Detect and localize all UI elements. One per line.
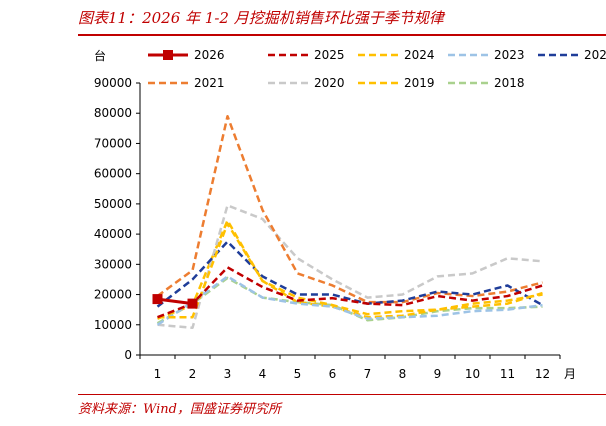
legend-item-2021: 2021 (148, 76, 225, 90)
source-note: 资料来源：Wind，国盛证券研究所 (78, 402, 281, 417)
legend-swatch-2026 (148, 50, 188, 60)
series-line-2026 (157, 297, 193, 306)
series-line-2020 (157, 204, 543, 330)
y-tick-label: 10000 (94, 318, 132, 332)
legend-label-2024: 2024 (404, 48, 435, 62)
y-tick-label: 0 (124, 348, 132, 362)
x-tick-label: 10 (465, 367, 480, 381)
y-tick-label: 40000 (94, 227, 132, 241)
series-line-2021 (156, 114, 543, 304)
x-tick-label: 5 (294, 367, 302, 381)
legend-swatch-2022 (538, 53, 578, 57)
x-axis-unit: 月 (564, 367, 576, 381)
legend-label-2018: 2018 (494, 76, 525, 90)
x-tick-label: 3 (224, 367, 232, 381)
x-tick-label: 2 (189, 367, 197, 381)
legend-swatch-2021 (148, 81, 188, 85)
source-rule (78, 394, 606, 395)
legend-label-2025: 2025 (314, 48, 345, 62)
data-point-2026-1 (152, 294, 163, 305)
x-tick-label: 8 (399, 367, 407, 381)
y-tick-label: 80000 (94, 106, 132, 120)
x-tick-label: 6 (329, 367, 337, 381)
x-tick-label: 7 (364, 367, 372, 381)
legend-item-2023: 2023 (448, 48, 525, 62)
legend-label-2020: 2020 (314, 76, 345, 90)
legend-item-2019: 2019 (358, 76, 435, 90)
legend-label-2023: 2023 (494, 48, 525, 62)
legend-swatch-2023 (448, 53, 488, 57)
y-tick-label: 70000 (94, 136, 132, 150)
legend-label-2019: 2019 (404, 76, 435, 90)
legend-swatch-2020 (268, 81, 308, 85)
legend-swatch-2025 (268, 53, 308, 57)
legend-label-2021: 2021 (194, 76, 225, 90)
legend-item-2018: 2018 (448, 76, 525, 90)
y-tick-label: 50000 (94, 197, 132, 211)
y-tick-label: 30000 (94, 257, 132, 271)
legend-swatch-2024 (358, 53, 398, 57)
title-rule (78, 34, 606, 36)
series-line-2024 (157, 222, 543, 319)
series-line-2022 (156, 240, 544, 308)
legend-item-2020: 2020 (268, 76, 345, 90)
legend-swatch-2018 (448, 81, 488, 85)
legend-item-2025: 2025 (268, 48, 345, 62)
x-tick-label: 4 (259, 367, 267, 381)
data-point-2026-2 (187, 298, 198, 309)
x-tick-label: 1 (154, 367, 162, 381)
legend-item-2024: 2024 (358, 48, 435, 62)
y-axis-unit: 台 (94, 48, 106, 63)
x-tick-label: 12 (535, 367, 550, 381)
y-tick-label: 20000 (94, 288, 132, 302)
series-line-2023 (156, 275, 543, 326)
x-tick-label: 9 (434, 367, 442, 381)
legend-swatch-2019 (358, 81, 398, 85)
legend-item-2026: 2026 (148, 48, 225, 62)
figure-title: 图表11：2026 年 1-2 月挖掘机销售环比强于季节规律 (78, 9, 444, 27)
series-line-2025 (157, 266, 543, 319)
series-line-2019 (157, 219, 543, 320)
y-tick-label: 90000 (94, 76, 132, 90)
y-tick-label: 60000 (94, 167, 132, 181)
legend-label-2026: 2026 (194, 48, 225, 62)
x-tick-label: 11 (500, 367, 515, 381)
